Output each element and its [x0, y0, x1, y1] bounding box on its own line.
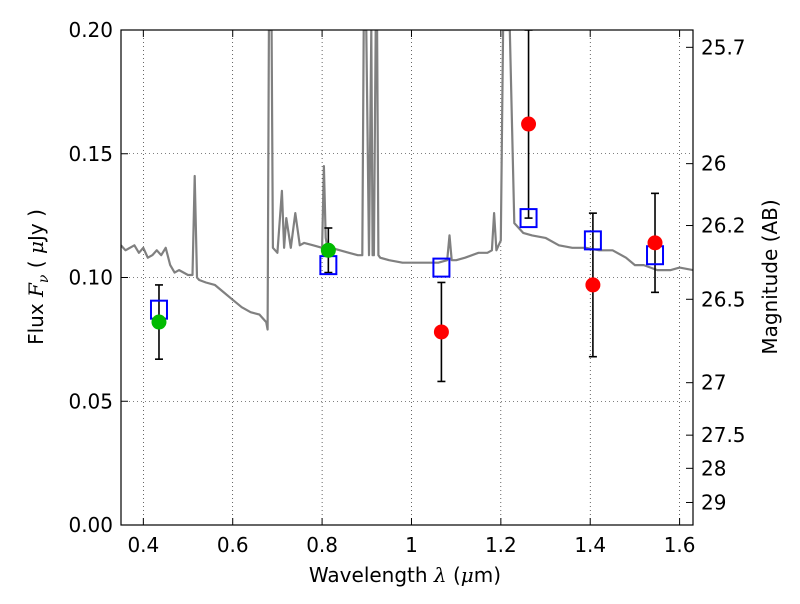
plot-area [121, 30, 693, 383]
x-axis-label-prefix: Wavelength [309, 563, 434, 587]
model-square-marker [583, 230, 602, 251]
y2-tick-label: 28 [701, 456, 726, 480]
red-data-point [433, 324, 449, 340]
y2-tick-label: 25.7 [701, 35, 746, 59]
y-tick-label: 0.20 [68, 18, 113, 42]
green-data-point [151, 314, 167, 330]
y2-tick-label: 26.5 [701, 287, 746, 311]
model-square-marker [432, 257, 451, 278]
y-tick-label: 0.05 [68, 389, 113, 413]
red-data-point [521, 116, 537, 132]
red-data-point [647, 235, 663, 251]
x-tick-label: 1.6 [664, 533, 696, 557]
x-tick-label: 1.2 [485, 533, 517, 557]
y2-tick-label: 26 [701, 152, 726, 176]
y2-tick-label: 27.5 [701, 423, 746, 447]
spectrum-line [121, 30, 693, 331]
y-axis-label-units-open: ( [24, 254, 48, 275]
y-axis-label-sub: ν [36, 274, 52, 283]
y-tick-label: 0.00 [68, 513, 113, 537]
y-axis-label-mu: μ [24, 241, 48, 254]
spectrum-layer [121, 30, 693, 331]
y-axis-label: Flux Fν ( μJy ) [24, 209, 52, 345]
y-tick-label: 0.15 [68, 142, 113, 166]
y-axis-label-units-close: Jy ) [24, 209, 48, 243]
x-tick-label: 1.4 [574, 533, 606, 557]
x-tick-label: 0.6 [217, 533, 249, 557]
y-tick-label: 0.10 [68, 266, 113, 290]
green-data-point [320, 242, 336, 258]
marker-layer [149, 116, 665, 340]
axis-ticks: 0.4 0.6 0.8 1 1.2 1.4 1.6 0.00 0.05 0.10 0.15 0.20 2… [68, 18, 745, 557]
x-axis-label-mu: μ [461, 563, 474, 587]
y2-tick-label: 27 [701, 371, 726, 395]
y-axis-label-prefix: Flux [24, 297, 48, 345]
y2-axis-label: Magnitude (AB) [758, 199, 782, 354]
x-tick-label: 0.4 [127, 533, 159, 557]
model-square-marker [519, 208, 538, 229]
y2-tick-label: 29 [701, 490, 726, 514]
x-axis-label-units-close: m) [474, 563, 501, 587]
y2-tick-label: 26.2 [701, 214, 746, 238]
x-axis-label-symbol: λ [433, 563, 447, 587]
x-tick-label: 0.8 [306, 533, 338, 557]
x-tick-label: 1 [405, 533, 418, 557]
y-axis-label-symbol: F [24, 282, 48, 298]
x-axis-label-units-open: ( [447, 563, 461, 587]
red-data-point [585, 277, 601, 293]
x-axis-label: Wavelength λ (μm) [309, 563, 501, 587]
